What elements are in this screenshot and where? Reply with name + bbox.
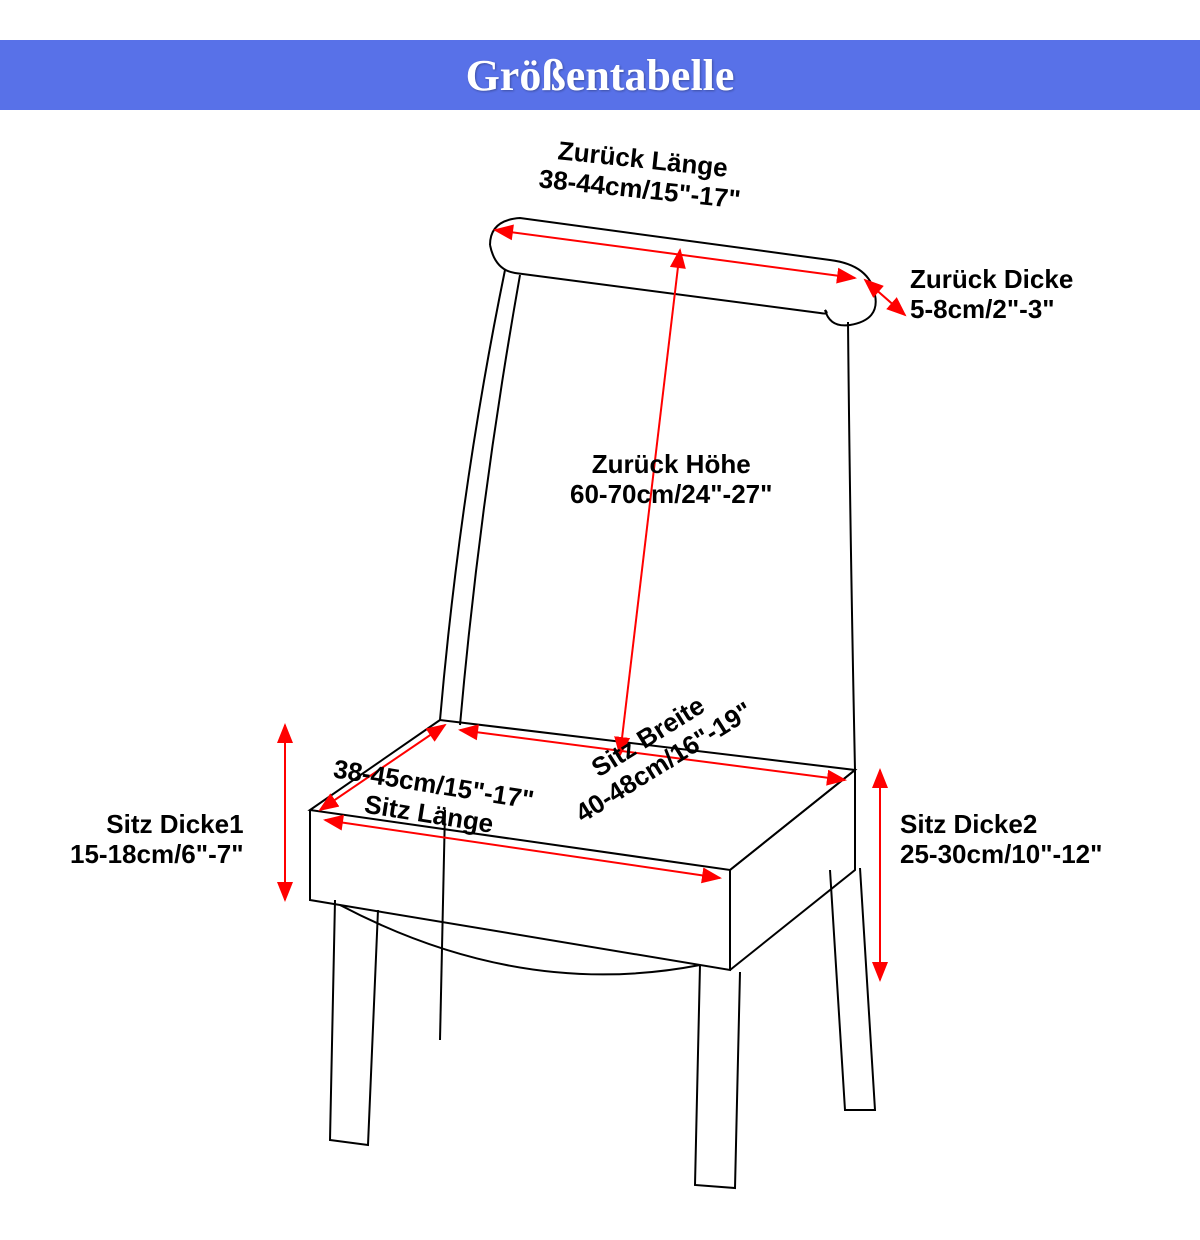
label-back-thickness: Zurück Dicke 5-8cm/2"-3" — [910, 265, 1073, 325]
label-seat-thick2: Sitz Dicke2 25-30cm/10"-12" — [900, 810, 1102, 870]
title-text: Größentabelle — [466, 50, 735, 101]
label-back-height: Zurück Höhe 60-70cm/24"-27" — [570, 450, 772, 510]
title-banner: Größentabelle — [0, 40, 1200, 110]
dimension-arrows — [285, 230, 905, 980]
chair-outline — [310, 218, 876, 1188]
chair-diagram: Zurück Länge 38-44cm/15"-17" Zurück Dick… — [0, 110, 1200, 1200]
label-seat-thick1: Sitz Dicke1 15-18cm/6"-7" — [70, 810, 244, 870]
